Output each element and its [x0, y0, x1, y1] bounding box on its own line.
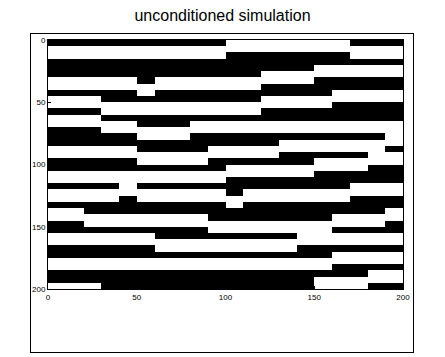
svg-text:unconditioned simulation: unconditioned simulation — [134, 7, 310, 24]
svg-text:100: 100 — [32, 160, 46, 169]
svg-text:200: 200 — [396, 293, 410, 302]
svg-text:0: 0 — [41, 36, 46, 45]
svg-text:100: 100 — [219, 293, 233, 302]
svg-text:150: 150 — [308, 293, 322, 302]
svg-text:50: 50 — [36, 98, 45, 107]
svg-text:150: 150 — [32, 223, 46, 232]
svg-text:50: 50 — [132, 293, 141, 302]
svg-text:200: 200 — [32, 285, 46, 294]
svg-text:0: 0 — [46, 293, 51, 302]
